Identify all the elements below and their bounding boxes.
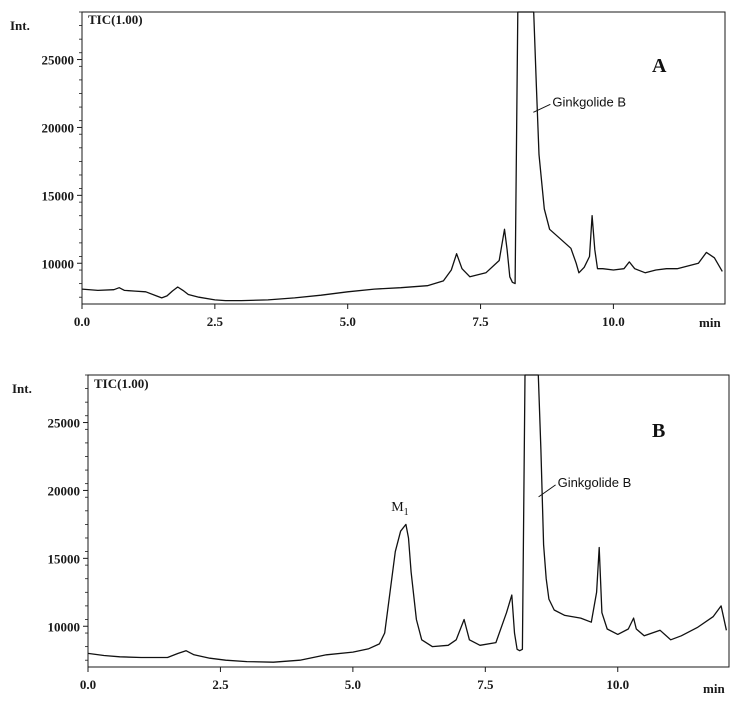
annotation-ginkgolide-b-a: Ginkgolide B (552, 94, 626, 109)
axis-ticks-b: 0.0 2.5 5.0 7.5 10.0 10000 15000 20000 25000 (48, 374, 629, 692)
chromatogram-trace-a (81, 11, 723, 302)
trace-label-a: TIC(1.00) (88, 12, 143, 27)
x-tick-label: 2.5 (212, 677, 229, 692)
x-axis-label-b: min (703, 681, 725, 696)
plot-frame-b (87, 374, 730, 668)
annotation-m1-main: M (391, 500, 404, 515)
y-axis-label-a: Int. (10, 18, 30, 33)
chart-panel-a: Int. TIC(1.00) A min 0.0 2.5 5.0 7.5 10.0 100… (10, 11, 726, 330)
annotation-m1-subscript: 1 (404, 507, 409, 518)
x-tick-label: 7.5 (472, 314, 489, 329)
x-tick-label: 10.0 (606, 677, 629, 692)
x-tick-label: 0.0 (74, 314, 90, 329)
y-tick-label: 15000 (48, 551, 81, 566)
panel-letter-b: B (652, 420, 665, 442)
axis-ticks-a: 0.0 2.5 5.0 7.5 10.0 10000 15000 20000 25000 (42, 11, 625, 329)
y-tick-label: 20000 (48, 483, 81, 498)
annotation-m1: M1 (391, 500, 408, 518)
y-tick-label: 25000 (42, 53, 75, 68)
x-tick-label: 0.0 (80, 677, 96, 692)
y-tick-label: 20000 (42, 120, 75, 135)
y-tick-label: 15000 (42, 188, 75, 203)
trace-label-b: TIC(1.00) (94, 376, 149, 391)
x-axis-label-a: min (699, 315, 721, 330)
x-tick-label: 5.0 (340, 314, 356, 329)
annotation-leader-ginkgolide-b-b (538, 484, 556, 498)
annotation-leader-ginkgolide-b-a (533, 103, 551, 113)
y-tick-label: 10000 (48, 619, 81, 634)
y-tick-label: 10000 (42, 256, 75, 271)
x-tick-label: 2.5 (207, 314, 224, 329)
y-axis-label-b: Int. (12, 381, 32, 396)
x-tick-label: 10.0 (602, 314, 625, 329)
annotation-ginkgolide-b-b: Ginkgolide B (558, 475, 632, 490)
plot-frame-a (81, 11, 726, 305)
y-tick-label: 25000 (48, 416, 81, 431)
x-tick-label: 7.5 (477, 677, 494, 692)
x-tick-label: 5.0 (345, 677, 361, 692)
chromatogram-trace-b (87, 374, 728, 663)
chart-panel-b: Int. TIC(1.00) B min 0.0 2.5 5.0 7.5 10.0 100… (12, 374, 730, 696)
panel-letter-a: A (652, 55, 667, 77)
